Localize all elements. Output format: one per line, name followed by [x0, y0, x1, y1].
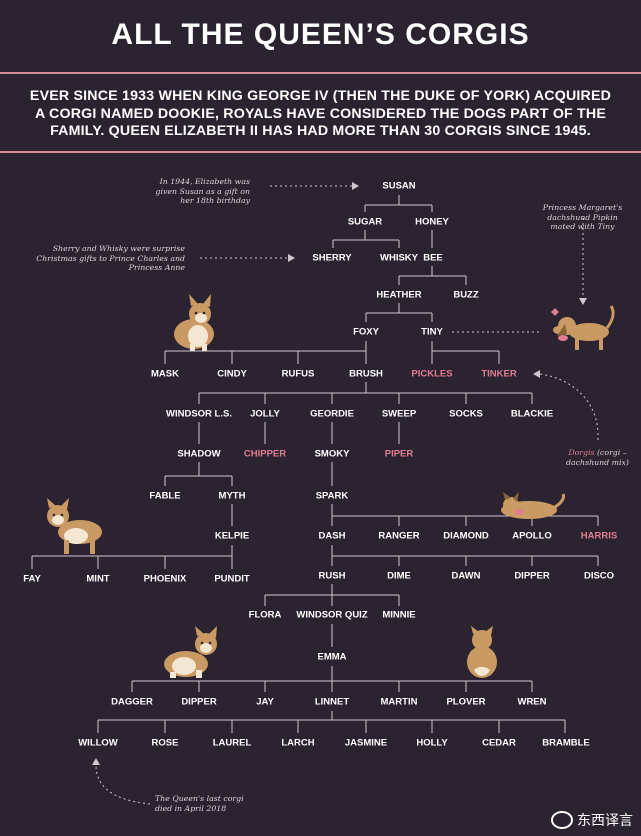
dog-buzz: BUZZ [453, 289, 479, 301]
dog-bee: BEE [423, 252, 443, 264]
dog-bramble: BRAMBLE [542, 737, 590, 749]
sitting-corgi-illustration-1 [174, 294, 214, 351]
watermark-text: 东西译言 [577, 812, 633, 828]
dog-ranger: RANGER [378, 530, 420, 542]
dog-tinker: TINKER [481, 368, 517, 380]
dog-diamond: DIAMOND [443, 530, 489, 542]
dog-jolly: JOLLY [250, 408, 280, 420]
dog-phoenix: PHOENIX [143, 573, 187, 585]
dog-willow: WILLOW [78, 737, 118, 749]
dog-mint: MINT [86, 573, 110, 585]
dog-disco: DISCO [583, 570, 615, 582]
corgi-back-view-illustration [467, 626, 497, 678]
dog-myth: MYTH [218, 490, 246, 502]
dog-linnet: LINNET [314, 696, 350, 708]
dog-dime: DIME [387, 570, 411, 582]
dog-flora: FLORA [248, 609, 282, 621]
dog-dawn: DAWN [451, 570, 481, 582]
dog-kelpie: KELPIE [214, 530, 250, 542]
dog-brush: BRUSH [349, 368, 383, 380]
dog-rufus: RUFUS [281, 368, 315, 380]
dorgis-term: Dorgis [568, 448, 595, 457]
dog-cindy: CINDY [217, 368, 247, 380]
dog-laurel: LAUREL [212, 737, 252, 749]
dog-mask: MASK [151, 368, 179, 380]
dog-wren: WREN [517, 696, 547, 708]
dog-harris: HARRIS [580, 530, 618, 542]
dog-sugar: SUGAR [347, 216, 383, 228]
dog-geordie: GEORDIE [310, 408, 354, 420]
dog-tiny: TINY [421, 326, 443, 338]
dog-foxy: FOXY [353, 326, 379, 338]
dog-rush: RUSH [318, 570, 346, 582]
bottom-rule [0, 151, 641, 153]
dog-pundit: PUNDIT [214, 573, 250, 585]
dog-sweep: SWEEP [381, 408, 417, 420]
dog-dash: DASH [318, 530, 346, 542]
dog-dagger: DAGGER [111, 696, 153, 708]
dog-chipper: CHIPPER [243, 448, 287, 460]
weibo-icon [551, 811, 573, 829]
dog-smoky: SMOKY [314, 448, 350, 460]
dog-shadow: SHADOW [177, 448, 221, 460]
dog-piper: PIPER [384, 448, 414, 460]
dog-martin: MARTIN [380, 696, 418, 708]
dog-fay: FAY [23, 573, 41, 585]
dog-blackie: BLACKIE [510, 408, 554, 420]
dog-jay: JAY [256, 696, 274, 708]
dog-minnie: MINNIE [382, 609, 416, 621]
dog-susan: SUSAN [382, 180, 416, 192]
top-rule [0, 72, 641, 74]
dog-emma: EMMA [317, 651, 347, 663]
dog-sherry: SHERRY [312, 252, 352, 264]
dog-rose: ROSE [151, 737, 179, 749]
dog-dipper-1: DIPPER [514, 570, 550, 582]
dog-whisky: WHISKY [380, 252, 418, 264]
dog-windsor-ls: WINDSOR L.S. [166, 408, 232, 420]
dog-larch: LARCH [281, 737, 315, 749]
sitting-corgi-illustration-2 [164, 626, 217, 678]
dog-heather: HEATHER [376, 289, 422, 301]
dog-apollo: APOLLO [512, 530, 552, 542]
dog-windsor-quiz: WINDSOR QUIZ [296, 609, 368, 621]
willow-note: The Queen's last corgi died in April 201… [155, 794, 244, 813]
susan-note: In 1944, Elizabeth was given Susan as a … [155, 177, 250, 205]
dog-cedar: CEDAR [482, 737, 516, 749]
dachshund-pipkin-illustration [551, 305, 615, 350]
dog-plover: PLOVER [446, 696, 486, 708]
dog-spark: SPARK [315, 490, 349, 502]
standing-corgi-illustration [47, 498, 102, 554]
lying-dorgi-illustration [501, 492, 565, 519]
sherry-whisky-note: Sherry and Whisky were surprise Christma… [36, 244, 185, 272]
dog-dipper-2: DIPPER [181, 696, 217, 708]
dog-holly: HOLLY [416, 737, 448, 749]
dorgis-note: Dorgis (corgi – dachshund mix) [560, 448, 635, 467]
page-title: ALL THE QUEEN’S CORGIS [111, 18, 530, 51]
dog-socks: SOCKS [449, 408, 483, 420]
dog-fable: FABLE [149, 490, 181, 502]
intro-text: EVER SINCE 1933 WHEN KING GEORGE IV (THE… [29, 88, 612, 139]
pipkin-note: Princess Margaret's dachshund Pipkin mat… [542, 203, 623, 231]
watermark: 东西译言 [551, 810, 633, 830]
dog-pickles: PICKLES [411, 368, 453, 380]
dog-jasmine: JASMINE [344, 737, 388, 749]
dog-honey: HONEY [415, 216, 449, 228]
dorgis-desc: (corgi – dachshund mix) [566, 448, 629, 467]
